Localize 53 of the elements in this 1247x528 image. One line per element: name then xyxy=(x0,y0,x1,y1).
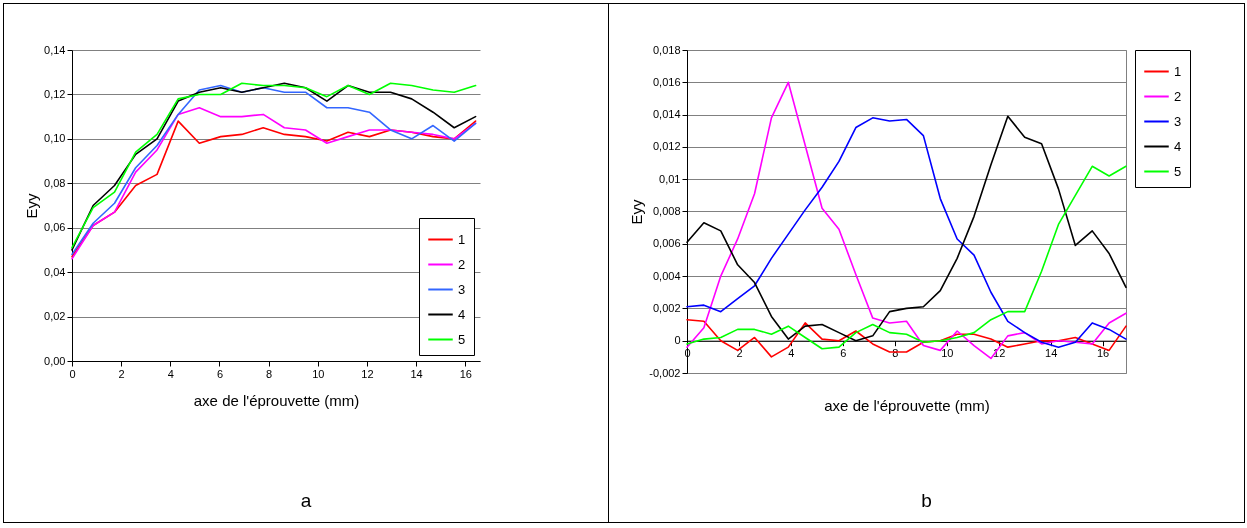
x-tick-label: 10 xyxy=(312,367,325,380)
x-tick-label: 4 xyxy=(167,367,174,380)
y-tick-label: 0,10 xyxy=(44,132,66,145)
x-tick-label: 6 xyxy=(216,367,224,380)
y-tick-label: 0,01 xyxy=(659,172,681,185)
y-tick-label: 0,014 xyxy=(652,108,681,121)
x-tick-label: 10 xyxy=(941,347,954,360)
text: b xyxy=(920,490,933,512)
y-tick-label: 0,004 xyxy=(652,269,681,282)
legend-label: 1 xyxy=(458,231,466,247)
y-tick-label: 0,006 xyxy=(652,237,681,250)
x-axis-title: axe de l'éprouvette (mm) xyxy=(193,391,360,409)
x-tick-label: 14 xyxy=(410,367,423,380)
legend-label: 4 xyxy=(1174,138,1182,154)
legend-label: 3 xyxy=(1174,113,1182,129)
x-tick-label: 14 xyxy=(1045,347,1058,360)
x-tick-label: 6 xyxy=(840,347,847,360)
y-tick-label: 0,012 xyxy=(652,140,681,153)
text: a xyxy=(299,490,313,512)
x-axis-title: axe de l'éprouvette (mm) xyxy=(824,397,990,415)
line-series xyxy=(686,81,1127,360)
y-tick-label: 0,14 xyxy=(44,43,66,56)
y-tick-label: 0,04 xyxy=(44,265,66,278)
x-tick-label: 16 xyxy=(1097,347,1110,360)
y-tick-label: 0,06 xyxy=(44,221,66,234)
y-tick-label: 0,02 xyxy=(44,310,66,323)
x-tick-label: 16 xyxy=(459,367,472,380)
x-tick-label: 12 xyxy=(361,367,374,380)
y-tick-label: 0,12 xyxy=(44,87,66,100)
x-tick-label: 12 xyxy=(993,347,1006,360)
legend-label: 2 xyxy=(1174,88,1182,104)
y-axis-title: Eyy xyxy=(23,193,41,219)
line-series xyxy=(686,318,1127,358)
y-tick-label: 0,00 xyxy=(44,354,66,367)
x-tick-label: 2 xyxy=(118,367,125,380)
line-series xyxy=(686,165,1127,350)
y-tick-label: 0,016 xyxy=(652,75,681,88)
legend-label: 4 xyxy=(458,306,466,322)
legend-label: 5 xyxy=(1174,163,1182,179)
y-tick-label: -0,002 xyxy=(649,366,681,379)
legend-label: 2 xyxy=(458,256,466,272)
y-axis-title: Eyy xyxy=(628,199,646,225)
x-tick-label: 8 xyxy=(266,367,273,380)
y-tick-label: 0,008 xyxy=(652,205,681,217)
x-tick-label: 4 xyxy=(788,347,795,360)
y-tick-label: 0,018 xyxy=(652,43,681,56)
y-tick-label: 0,08 xyxy=(44,176,66,189)
legend-label: 3 xyxy=(458,281,466,297)
x-tick-label: 0 xyxy=(69,367,76,380)
y-tick-label: 0,002 xyxy=(652,301,681,314)
legend-label: 1 xyxy=(1174,63,1182,79)
legend-label: 5 xyxy=(458,331,466,347)
y-tick-label: 0 xyxy=(674,334,681,347)
